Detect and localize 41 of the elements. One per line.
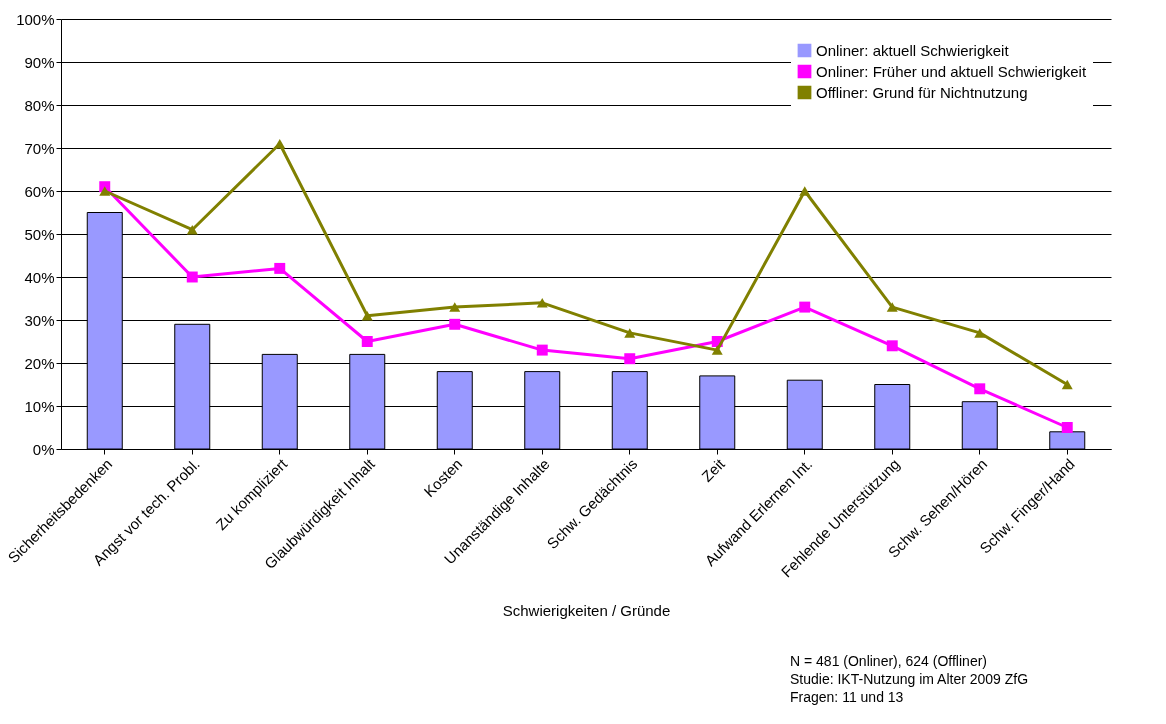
point (536, 344, 548, 356)
point (624, 328, 636, 338)
y-tick-label: 0% (32, 440, 55, 458)
point (1061, 422, 1073, 433)
y-tick-label: 50% (24, 225, 55, 243)
point (799, 301, 811, 313)
point (449, 302, 461, 312)
point (361, 336, 373, 347)
y-tick-label: 100% (16, 10, 55, 28)
point (799, 186, 811, 196)
point (536, 298, 548, 308)
point (99, 186, 111, 196)
point (449, 318, 461, 330)
text: Studie: IKT-Nutzung im Alter 2009 ZfG (790, 670, 1029, 688)
point (186, 271, 198, 283)
y-tick-label: 70% (24, 139, 55, 157)
legend-label: Offliner: Grund für Nichtnutzung (816, 83, 1028, 101)
point (186, 224, 198, 235)
y-tick-label: 90% (24, 53, 55, 71)
point (886, 302, 898, 312)
point (974, 383, 986, 395)
text: Fragen: 11 und 13 (790, 688, 905, 706)
y-tick-label: 20% (24, 354, 55, 372)
y-tick-label: 30% (24, 311, 55, 329)
point (274, 262, 286, 274)
text: N = 481 (Onliner), 624 (Offliner) (790, 652, 988, 670)
x-tick-label: Zeit (698, 454, 729, 485)
legend-label: Onliner: Früher und aktuell Schwierigkeit (816, 62, 1087, 80)
point (624, 353, 636, 365)
point (361, 310, 373, 321)
point (974, 328, 986, 338)
legend-label: Onliner: aktuell Schwierigkeit (816, 41, 1010, 59)
point (274, 138, 286, 149)
x-axis-title: Schwierigkeiten / Gründe (502, 602, 671, 620)
point (886, 340, 898, 352)
y-tick-label: 80% (24, 96, 55, 114)
point (711, 345, 723, 355)
point (1061, 379, 1073, 390)
y-tick-label: 40% (24, 268, 55, 286)
y-tick-label: 10% (24, 397, 55, 415)
y-tick-label: 60% (24, 182, 55, 200)
